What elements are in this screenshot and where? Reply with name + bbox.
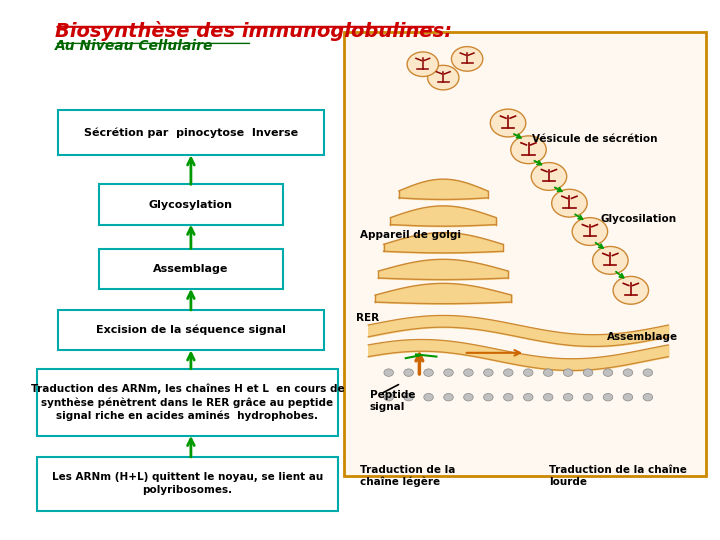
Text: Au Niveau Cellulaire: Au Niveau Cellulaire <box>55 39 213 53</box>
Circle shape <box>583 394 593 401</box>
Circle shape <box>407 52 438 77</box>
FancyBboxPatch shape <box>344 32 706 476</box>
Text: Traduction de la chaîne
lourde: Traduction de la chaîne lourde <box>549 465 687 487</box>
Circle shape <box>484 369 493 376</box>
Text: Peptide
signal: Peptide signal <box>369 390 415 411</box>
Text: Vésicule de sécrétion: Vésicule de sécrétion <box>532 134 657 144</box>
FancyBboxPatch shape <box>58 310 324 350</box>
Circle shape <box>503 394 513 401</box>
Circle shape <box>643 369 652 376</box>
Circle shape <box>444 369 454 376</box>
Circle shape <box>464 369 473 376</box>
Text: Glycosilation: Glycosilation <box>600 214 676 224</box>
FancyBboxPatch shape <box>58 110 324 155</box>
Text: Glycosylation: Glycosylation <box>149 200 233 210</box>
Circle shape <box>464 394 473 401</box>
Circle shape <box>583 369 593 376</box>
Text: Sécrétion par  pinocytose  Inverse: Sécrétion par pinocytose Inverse <box>84 127 298 138</box>
Circle shape <box>424 369 433 376</box>
Circle shape <box>544 394 553 401</box>
Circle shape <box>384 394 393 401</box>
Circle shape <box>510 136 546 164</box>
Text: Traduction des ARNm, les chaînes H et L  en cours de
synthèse pénètrent dans le : Traduction des ARNm, les chaînes H et L … <box>31 383 344 421</box>
Circle shape <box>531 163 567 191</box>
Text: Assemblage: Assemblage <box>607 332 678 342</box>
Circle shape <box>544 369 553 376</box>
Circle shape <box>404 369 413 376</box>
Circle shape <box>424 394 433 401</box>
Text: RER: RER <box>356 313 379 323</box>
Text: Excision de la séquence signal: Excision de la séquence signal <box>96 325 286 335</box>
Circle shape <box>593 246 628 274</box>
Circle shape <box>623 394 633 401</box>
FancyBboxPatch shape <box>99 185 283 225</box>
FancyBboxPatch shape <box>37 369 338 436</box>
Text: Traduction de la
chaîne légère: Traduction de la chaîne légère <box>360 464 456 487</box>
Circle shape <box>523 369 533 376</box>
Text: Appareil de golgi: Appareil de golgi <box>360 230 461 240</box>
Circle shape <box>384 369 393 376</box>
Circle shape <box>572 218 608 245</box>
Circle shape <box>484 394 493 401</box>
Circle shape <box>552 190 587 217</box>
Circle shape <box>603 369 613 376</box>
FancyBboxPatch shape <box>37 457 338 510</box>
Circle shape <box>503 369 513 376</box>
Circle shape <box>404 394 413 401</box>
Text: Assemblage: Assemblage <box>153 264 228 274</box>
Circle shape <box>451 46 483 71</box>
Circle shape <box>523 394 533 401</box>
Circle shape <box>613 276 649 304</box>
Circle shape <box>490 109 526 137</box>
Circle shape <box>444 394 454 401</box>
Circle shape <box>643 394 652 401</box>
Circle shape <box>428 65 459 90</box>
Text: Biosynthèse des immunoglobulines:: Biosynthèse des immunoglobulines: <box>55 22 451 42</box>
Circle shape <box>623 369 633 376</box>
Text: Les ARNm (H+L) quittent le noyau, se lient au
polyribosomes.: Les ARNm (H+L) quittent le noyau, se lie… <box>52 472 323 495</box>
Circle shape <box>563 369 573 376</box>
FancyBboxPatch shape <box>99 248 283 289</box>
Circle shape <box>603 394 613 401</box>
Circle shape <box>563 394 573 401</box>
